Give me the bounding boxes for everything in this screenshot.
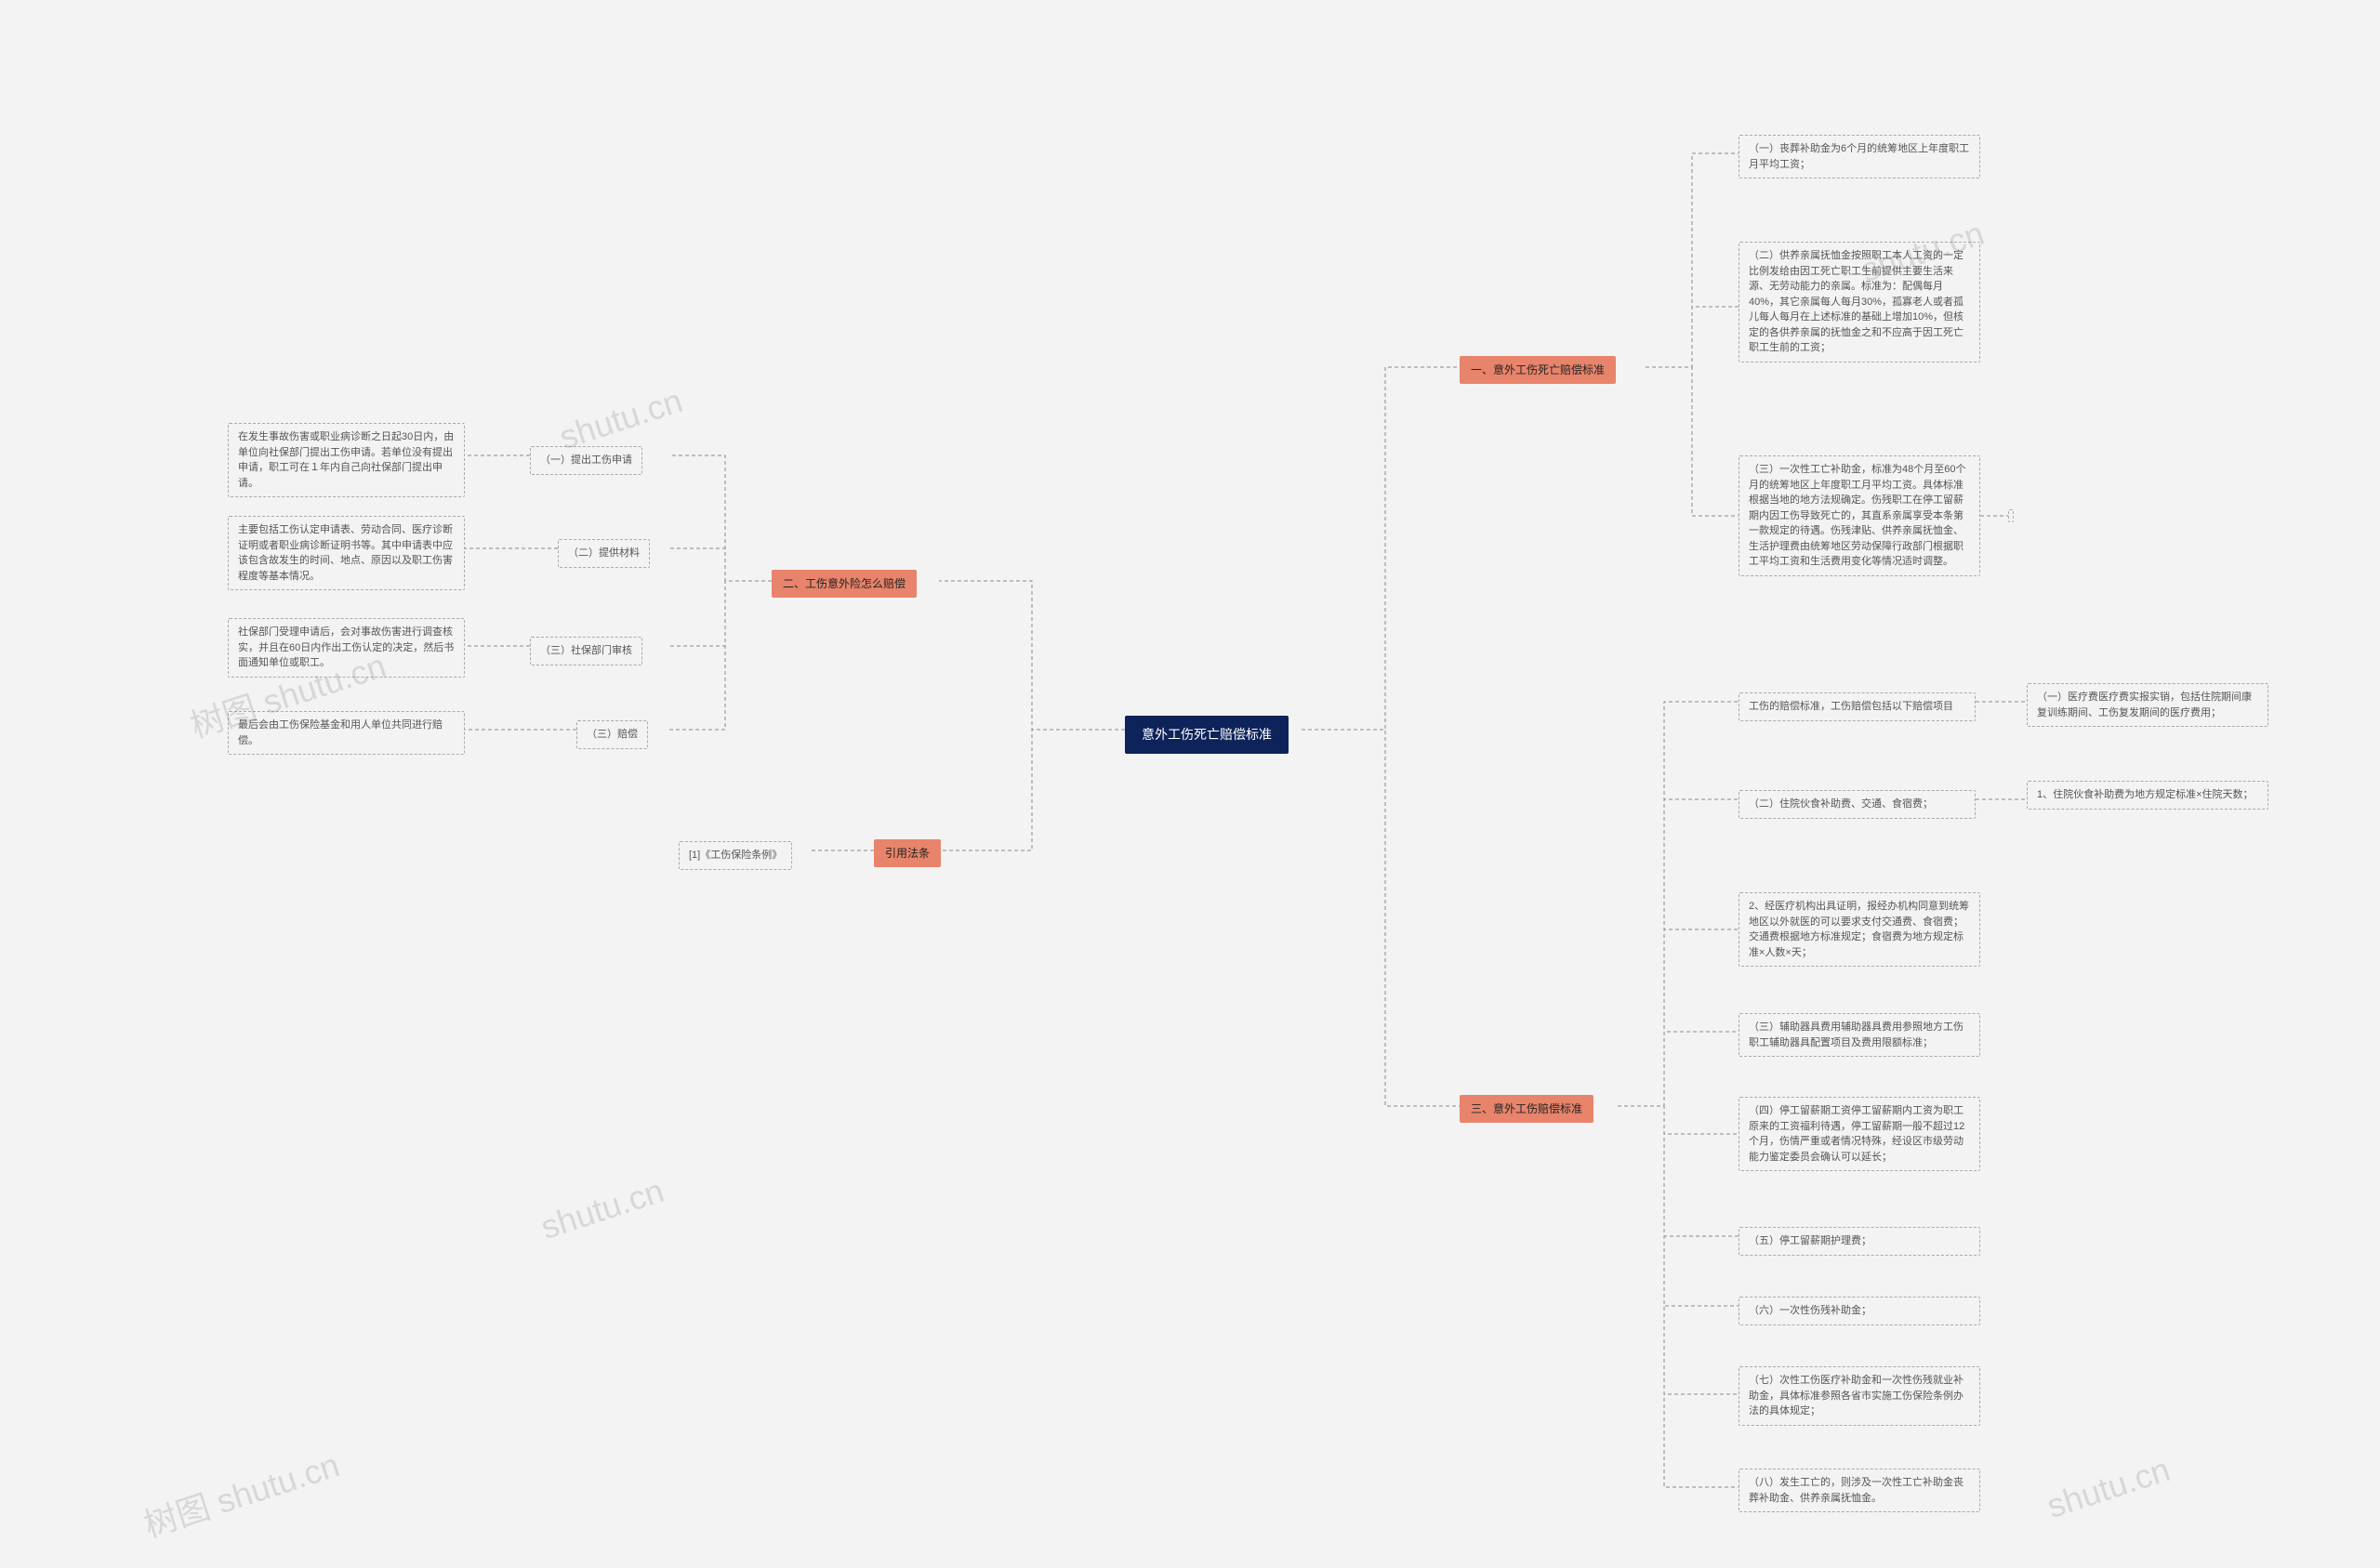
leaf-b2-d3: 最后会由工伤保险基金和用人单位共同进行赔偿。 (228, 711, 465, 755)
root-node: 意外工伤死亡赔偿标准 (1125, 716, 1289, 754)
leaf-b3-intro: 工伤的赔偿标准，工伤赔偿包括以下赔偿项目 (1739, 692, 1976, 721)
leaf-b3-3: 2、经医疗机构出具证明，报经办机构同意到统筹地区以外就医的可以要求支付交通费、食… (1739, 892, 1980, 967)
leaf-b1-3: （三）一次性工亡补助金，标准为48个月至60个月的统筹地区上年度职工月平均工资。… (1739, 455, 1980, 576)
leaf-b3-2: 1、住院伙食补助费为地方规定标准×住院天数； (2027, 781, 2268, 810)
watermark: shutu.cn (536, 1171, 668, 1247)
leaf-b2-h3: （三）赔偿 (576, 720, 648, 749)
watermark: 树图 shutu.cn (137, 1439, 344, 1548)
leaf-b3-4: （三）辅助器具费用辅助器具费用参照地方工伤职工辅助器具配置项目及费用限额标准； (1739, 1013, 1980, 1057)
leaf-b2-d2: 社保部门受理申请后，会对事故伤害进行调查核实，并且在60日内作出工伤认定的决定，… (228, 618, 465, 678)
branch-3-label: 三、意外工伤赔偿标准 (1471, 1102, 1582, 1115)
branch-1: 一、意外工伤死亡赔偿标准 (1460, 356, 1616, 384)
leaf-b3-6: （五）停工留薪期护理费； (1739, 1227, 1980, 1256)
watermark: shutu.cn (2043, 1450, 2175, 1526)
leaf-b1-2: （二）供养亲属抚恤金按照职工本人工资的一定比例发给由因工死亡职工生前提供主要生活… (1739, 242, 1980, 362)
leaf-b3-9: （八）发生工亡的，则涉及一次性工亡补助金丧葬补助金、供养亲属抚恤金。 (1739, 1469, 1980, 1512)
branch-ref-label: 引用法条 (885, 847, 930, 860)
leaf-b2-d0: 在发生事故伤害或职业病诊断之日起30日内，由单位向社保部门提出工伤申请。若单位没… (228, 423, 465, 497)
branch-3: 三、意外工伤赔偿标准 (1460, 1095, 1593, 1123)
leaf-b3-1: （二）住院伙食补助费、交通、食宿费； (1739, 790, 1976, 819)
leaf-ref: [1]《工伤保险条例》 (679, 841, 792, 870)
branch-2-label: 二、工伤意外险怎么赔偿 (783, 577, 906, 590)
leaf-b1-1: （一）丧葬补助金为6个月的统筹地区上年度职工月平均工资； (1739, 135, 1980, 178)
leaf-b2-h2: （三）社保部门审核 (530, 637, 642, 665)
root-label: 意外工伤死亡赔偿标准 (1142, 727, 1272, 742)
connector-layer (0, 0, 2380, 1568)
branch-ref: 引用法条 (874, 839, 941, 867)
leaf-b3-5: （四）停工留薪期工资停工留薪期内工资为职工原来的工资福利待遇，停工留薪期一般不超… (1739, 1097, 1980, 1171)
leaf-b3-7: （六）一次性伤残补助金； (1739, 1297, 1980, 1325)
leaf-b3-0: （一）医疗费医疗费实报实销，包括住院期间康复训练期间、工伤复发期间的医疗费用； (2027, 683, 2268, 727)
leaf-b2-h0: （一）提出工伤申请 (530, 446, 642, 475)
leaf-b1-3-spur (2008, 509, 2014, 522)
branch-2: 二、工伤意外险怎么赔偿 (772, 570, 917, 598)
branch-1-label: 一、意外工伤死亡赔偿标准 (1471, 363, 1605, 376)
leaf-b2-h1: （二）提供材料 (558, 539, 650, 568)
leaf-b2-d1: 主要包括工伤认定申请表、劳动合同、医疗诊断证明或者职业病诊断证明书等。其中申请表… (228, 516, 465, 590)
leaf-b3-8: （七）次性工伤医疗补助金和一次性伤残就业补助金，具体标准参照各省市实施工伤保险条… (1739, 1366, 1980, 1426)
